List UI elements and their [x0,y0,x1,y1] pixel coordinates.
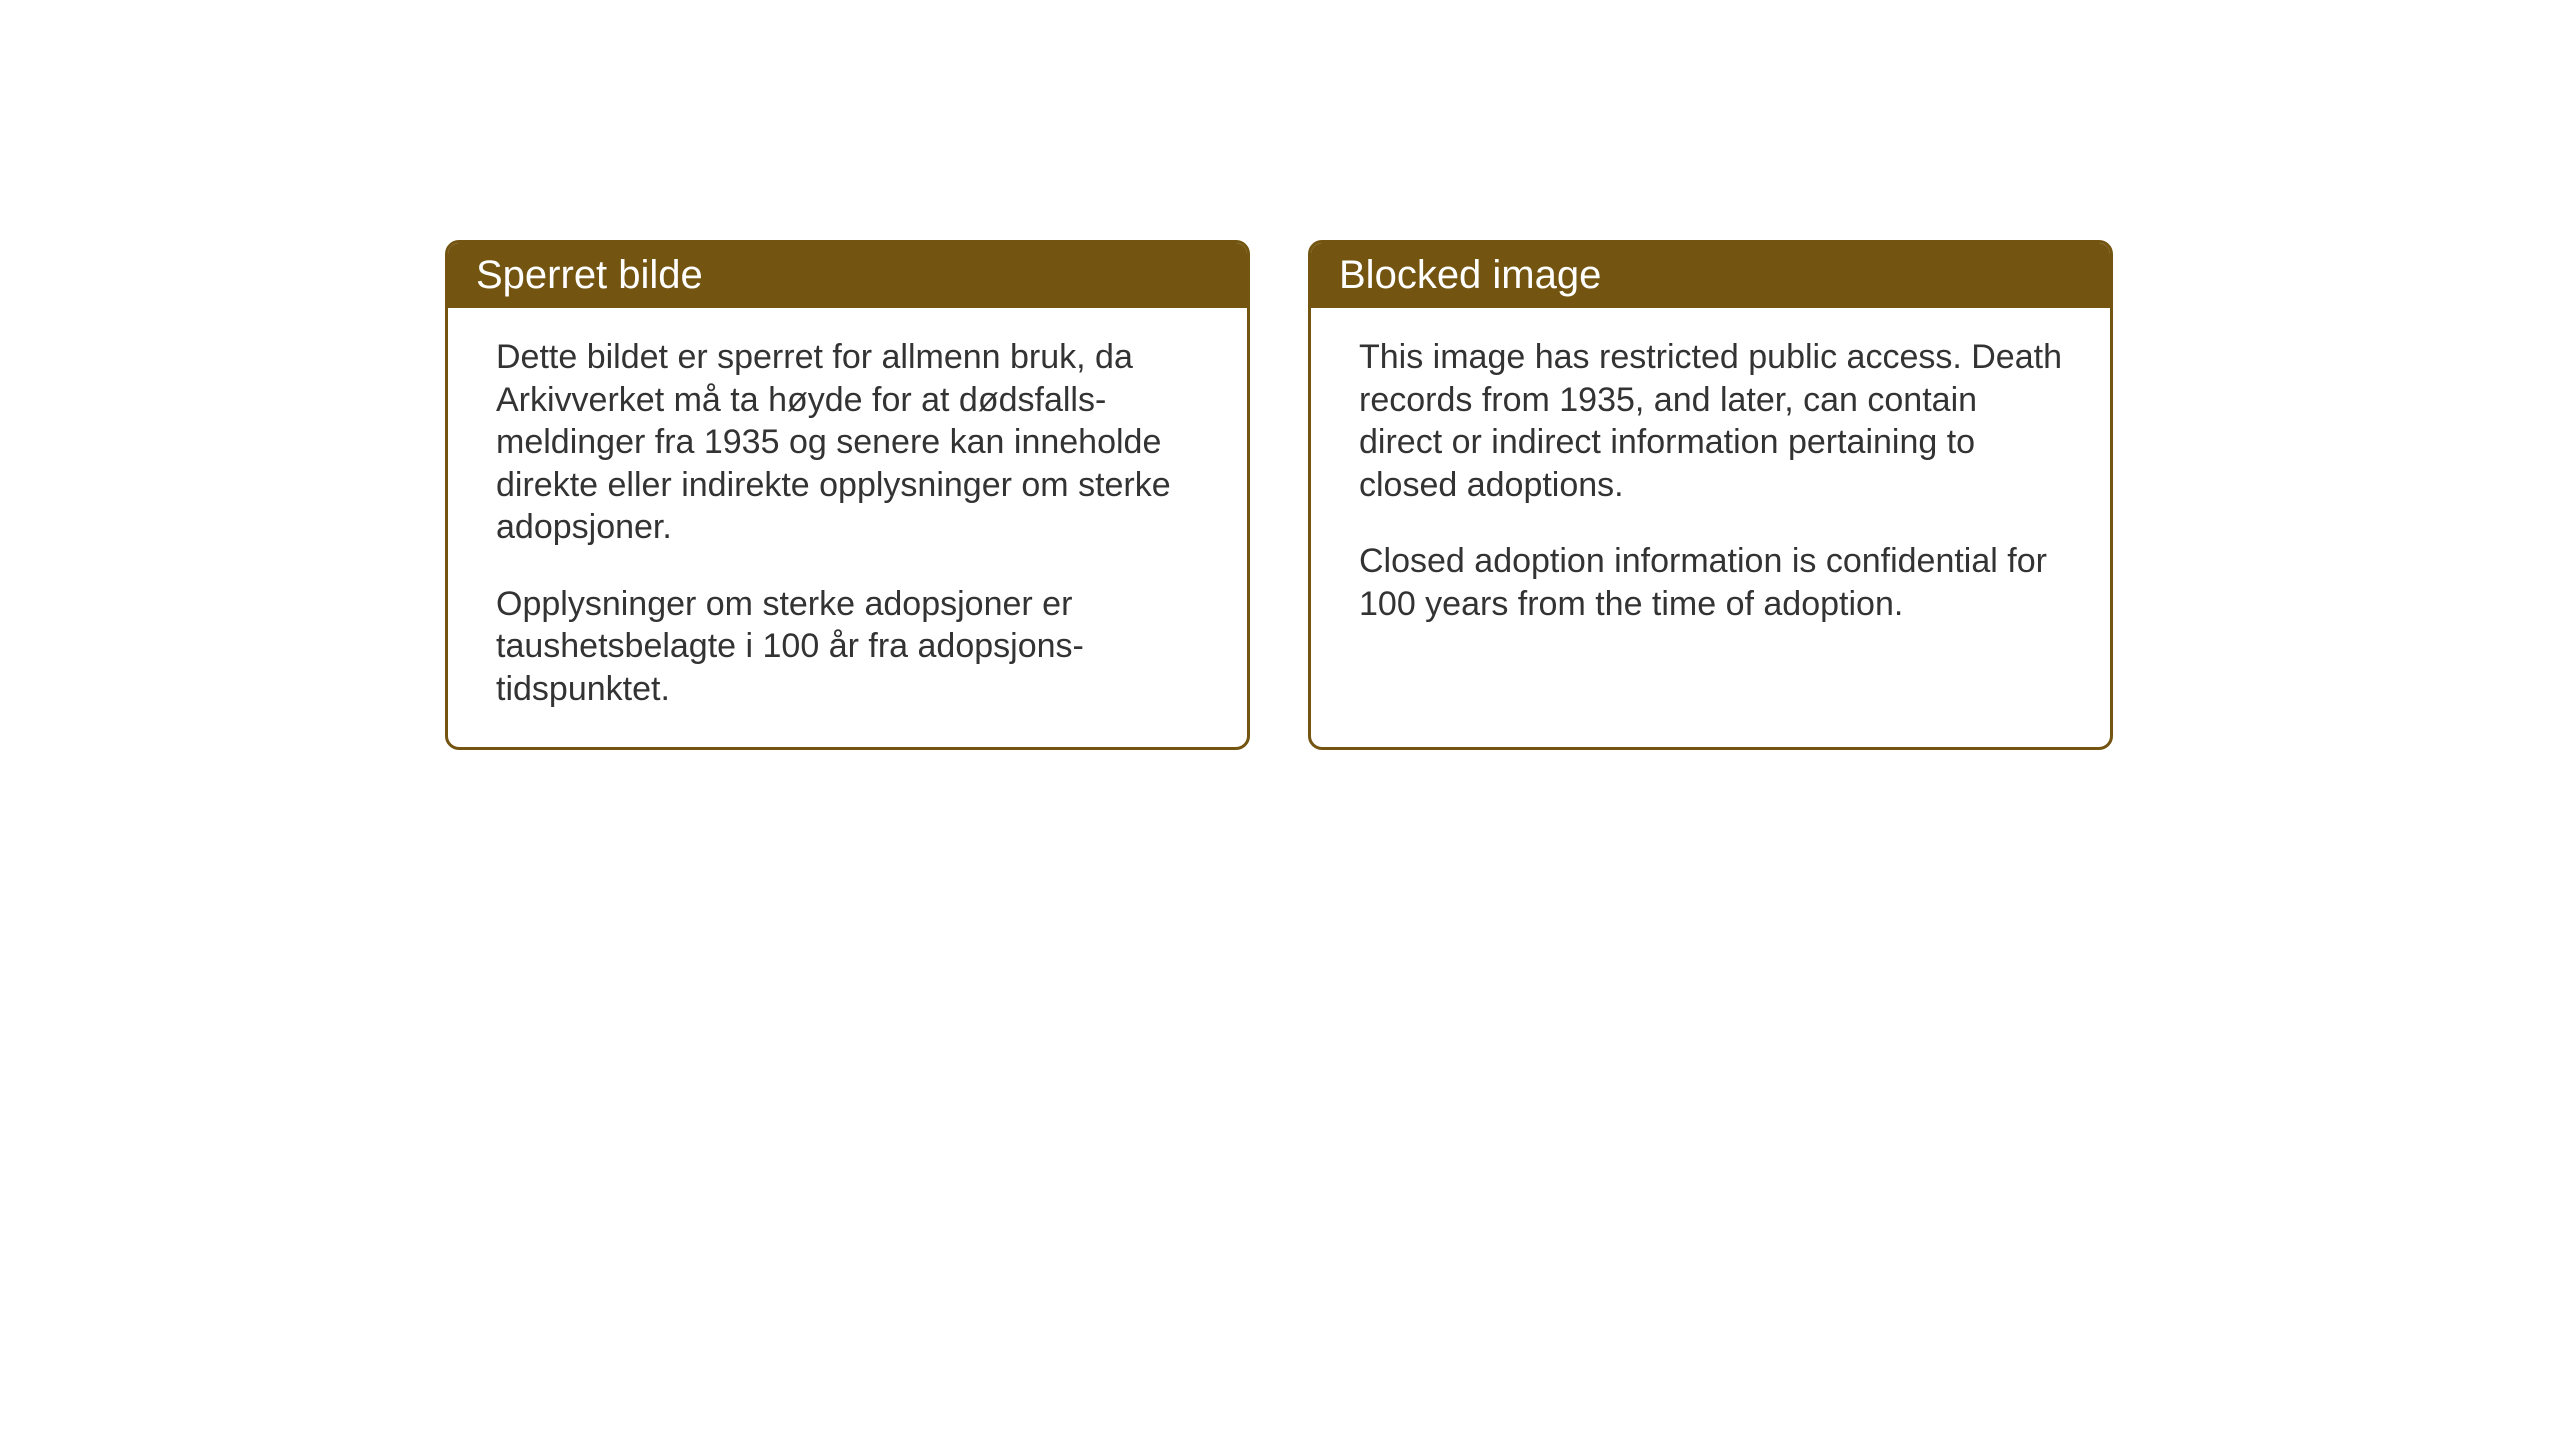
notice-cards-container: Sperret bilde Dette bildet er sperret fo… [445,240,2113,750]
card-body-norwegian: Dette bildet er sperret for allmenn bruk… [448,308,1247,746]
card-body-english: This image has restricted public access.… [1311,308,2110,661]
notice-text-norwegian-p2: Opplysninger om sterke adopsjoner er tau… [496,583,1199,711]
notice-card-english: Blocked image This image has restricted … [1308,240,2113,750]
notice-text-english-p1: This image has restricted public access.… [1359,336,2062,506]
notice-text-norwegian-p1: Dette bildet er sperret for allmenn bruk… [496,336,1199,549]
notice-card-norwegian: Sperret bilde Dette bildet er sperret fo… [445,240,1250,750]
card-header-norwegian: Sperret bilde [448,243,1247,308]
card-header-english: Blocked image [1311,243,2110,308]
notice-text-english-p2: Closed adoption information is confident… [1359,540,2062,625]
